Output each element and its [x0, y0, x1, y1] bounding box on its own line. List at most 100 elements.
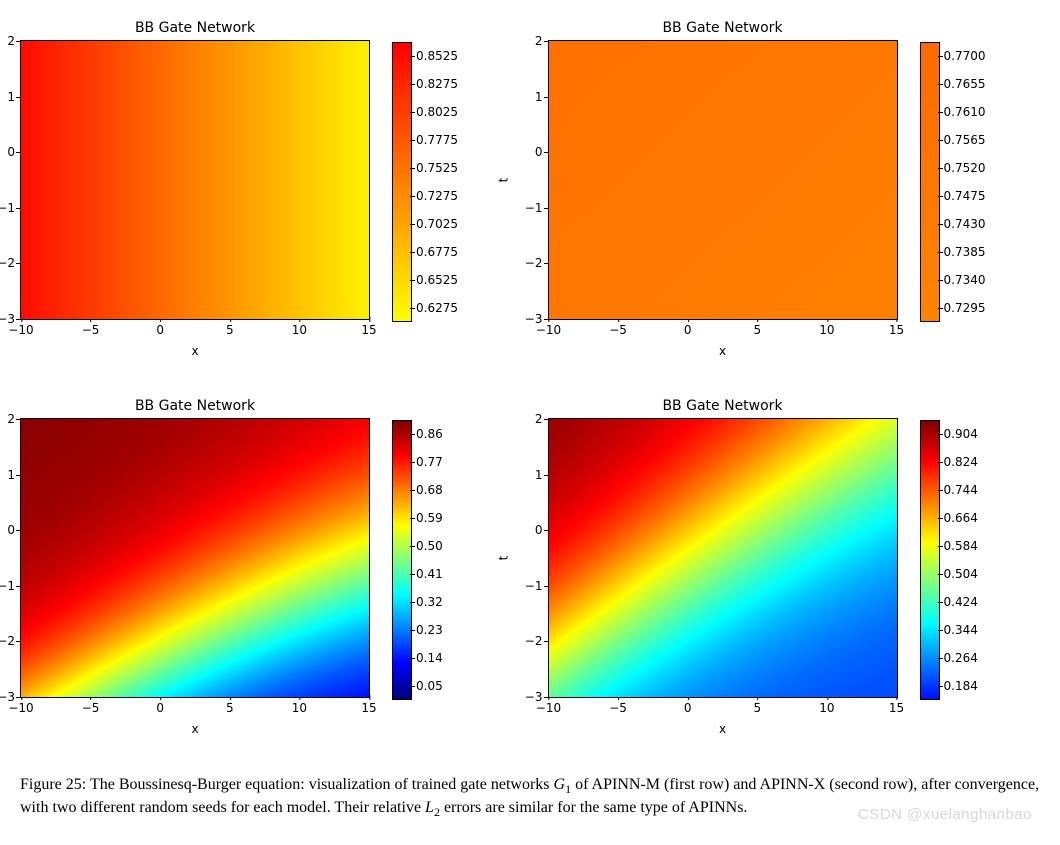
xtick: −10 — [8, 701, 33, 715]
colorbar-tick: 0.504 — [944, 567, 978, 581]
ytick: 0 — [0, 523, 15, 537]
colorbar-tick: 0.7775 — [416, 133, 458, 147]
heatmap: t−3−2−1012−10−5051015 — [548, 40, 898, 320]
colorbar-tick: 0.7655 — [944, 77, 986, 91]
xtick: −10 — [536, 323, 561, 337]
colorbar-tick: 0.7295 — [944, 301, 986, 315]
ytick: 1 — [0, 468, 15, 482]
xtick: −5 — [609, 701, 627, 715]
xtick: 0 — [684, 323, 692, 337]
xtick: 5 — [753, 323, 761, 337]
heatmap: t−3−2−1012−10−5051015 — [548, 418, 898, 698]
xtick: 15 — [889, 323, 904, 337]
ytick: −2 — [515, 634, 543, 648]
panel-title: BB Gate Network — [662, 20, 782, 36]
colorbar-tick: 0.824 — [944, 455, 978, 469]
colorbar-tick: 0.7475 — [944, 189, 986, 203]
ytick: −2 — [0, 634, 15, 648]
ytick: −2 — [0, 256, 15, 270]
xtick: 10 — [819, 323, 834, 337]
xtick: −5 — [82, 701, 100, 715]
ytick: −1 — [515, 579, 543, 593]
xtick: 5 — [753, 701, 761, 715]
ytick: 0 — [515, 523, 543, 537]
xtick: 15 — [361, 701, 376, 715]
xlabel: x — [719, 344, 726, 358]
xlabel: x — [191, 344, 198, 358]
xtick: −5 — [82, 323, 100, 337]
colorbar-tick: 0.7430 — [944, 217, 986, 231]
colorbar-tick: 0.14 — [416, 651, 443, 665]
xlabel: x — [719, 722, 726, 736]
colorbar-tick: 0.23 — [416, 623, 443, 637]
colorbar-tick: 0.424 — [944, 595, 978, 609]
colorbar-tick: 0.77 — [416, 455, 443, 469]
colorbar-tick: 0.6775 — [416, 245, 458, 259]
colorbar-tick: 0.744 — [944, 483, 978, 497]
panel-1: BB Gate Network t−3−2−1012−10−5051015 x 0.7… — [548, 20, 1041, 358]
ytick: 2 — [515, 34, 543, 48]
ytick: 1 — [0, 90, 15, 104]
ylabel: t — [496, 178, 510, 183]
colorbar-tick: 0.7340 — [944, 273, 986, 287]
xtick: 5 — [226, 323, 234, 337]
panel-title: BB Gate Network — [135, 398, 255, 414]
xtick: 15 — [889, 701, 904, 715]
colorbar-tick: 0.344 — [944, 623, 978, 637]
ytick: 1 — [515, 90, 543, 104]
colorbar-tick: 0.86 — [416, 427, 443, 441]
colorbar-tick: 0.8025 — [416, 105, 458, 119]
panel-2: BB Gate Networkt−3−2−1012−10−5051015x0.0… — [20, 398, 513, 736]
ytick: −2 — [515, 256, 543, 270]
colorbar-tick: 0.6525 — [416, 273, 458, 287]
colorbar-tick: 0.50 — [416, 539, 443, 553]
colorbar — [920, 420, 940, 700]
xtick: 15 — [361, 323, 376, 337]
colorbar-tick: 0.8275 — [416, 77, 458, 91]
xtick: −10 — [8, 323, 33, 337]
colorbar-tick: 0.7385 — [944, 245, 986, 259]
ytick: 2 — [0, 34, 15, 48]
xtick: 5 — [226, 701, 234, 715]
figure-caption: Figure 25: The Boussinesq-Burger equatio… — [20, 774, 1040, 821]
colorbar-tick: 0.7700 — [944, 49, 986, 63]
xtick: 0 — [684, 701, 692, 715]
colorbar-tick: 0.68 — [416, 483, 443, 497]
ytick: 2 — [515, 412, 543, 426]
colorbar-tick: 0.41 — [416, 567, 443, 581]
caption-prefix: Figure 25: — [20, 776, 90, 793]
xlabel: x — [191, 722, 198, 736]
ylabel: t — [496, 556, 510, 561]
ytick: −1 — [0, 579, 15, 593]
caption-body: The Boussinesq-Burger equation: visualiz… — [20, 776, 1039, 816]
colorbar-tick: 0.584 — [944, 539, 978, 553]
colorbar-tick: 0.7525 — [416, 161, 458, 175]
colorbar-tick: 0.264 — [944, 651, 978, 665]
colorbar — [392, 420, 412, 700]
xtick: −10 — [536, 701, 561, 715]
xtick: −5 — [609, 323, 627, 337]
colorbar-tick: 0.32 — [416, 595, 443, 609]
figure-grid: BB Gate Network t−3−2−1012−10−5051015 x 0.6… — [20, 20, 1040, 736]
colorbar-tick: 0.7025 — [416, 217, 458, 231]
ytick: −1 — [515, 201, 543, 215]
colorbar-tick: 0.184 — [944, 679, 978, 693]
colorbar-tick: 0.05 — [416, 679, 443, 693]
xtick: 0 — [156, 323, 164, 337]
xtick: 0 — [156, 701, 164, 715]
panel-title: BB Gate Network — [662, 398, 782, 414]
panel-3: BB Gate Network t−3−2−1012−10−5051015 x 0.1… — [548, 398, 1041, 736]
colorbar-tick: 0.7275 — [416, 189, 458, 203]
colorbar-tick: 0.7610 — [944, 105, 986, 119]
xtick: 10 — [292, 701, 307, 715]
ytick: 0 — [0, 145, 15, 159]
panel-0: BB Gate Networkt−3−2−1012−10−5051015x0.6… — [20, 20, 513, 358]
colorbar-tick: 0.59 — [416, 511, 443, 525]
colorbar — [392, 42, 412, 322]
ytick: 0 — [515, 145, 543, 159]
colorbar-tick: 0.664 — [944, 511, 978, 525]
ytick: 2 — [0, 412, 15, 426]
colorbar — [920, 42, 940, 322]
xtick: 10 — [292, 323, 307, 337]
colorbar-tick: 0.7520 — [944, 161, 986, 175]
